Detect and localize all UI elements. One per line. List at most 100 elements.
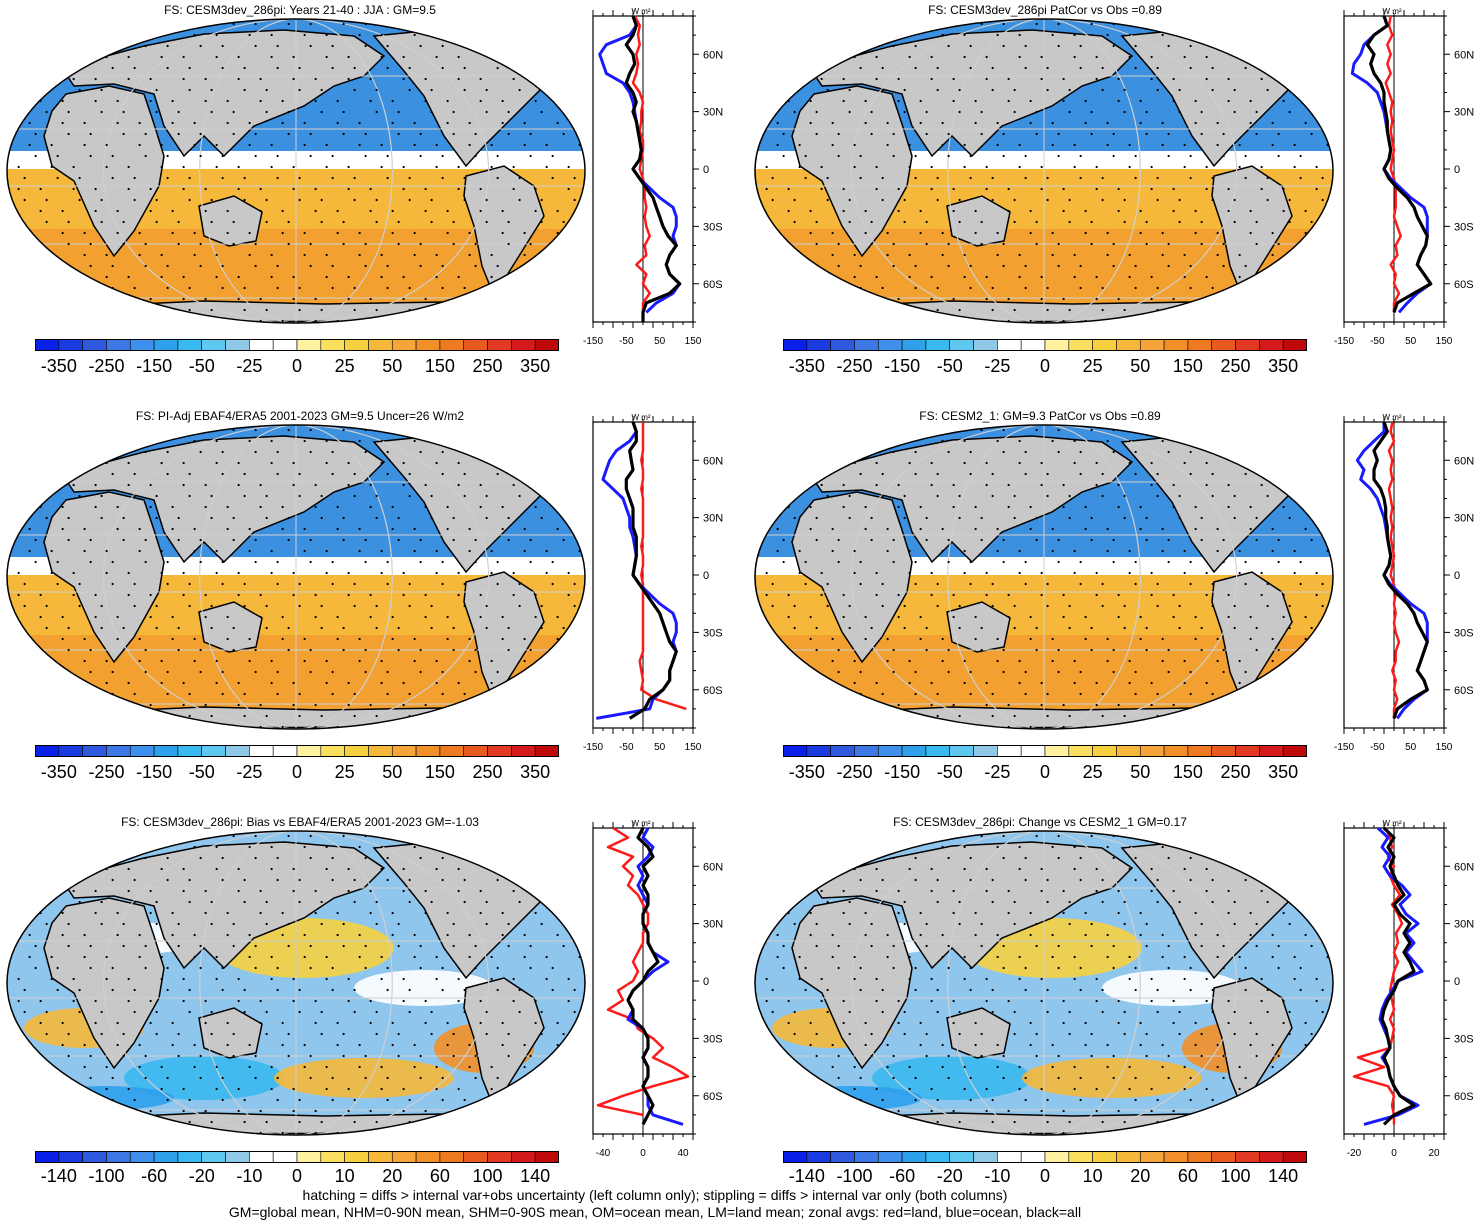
stipple-dot (204, 319, 207, 323)
stipple-dot (985, 55, 988, 59)
stipple-dot (287, 22, 290, 26)
stipple-dot (496, 472, 499, 476)
stipple-dot (1222, 428, 1225, 432)
stipple-dot (925, 428, 928, 432)
stipple-dot (226, 637, 229, 641)
stipple-dot (1035, 538, 1038, 542)
stipple-dot (28, 231, 31, 235)
stipple-dot (1024, 988, 1027, 992)
stipple-dot (309, 264, 312, 268)
x-tick-label: -20 (1347, 1148, 1362, 1159)
stipple-dot (116, 1043, 119, 1047)
colorbar-swatch (1235, 339, 1260, 351)
stipple-dot (765, 275, 768, 279)
stipple-dot (413, 143, 416, 147)
stipple-dot (936, 1120, 939, 1124)
stipple-dot (1227, 889, 1230, 893)
stipple-dot (1315, 999, 1318, 1003)
stipple-dot (281, 527, 284, 531)
stipple-dot (1299, 988, 1302, 992)
stipple-dot (127, 593, 130, 597)
stipple-dot (1046, 472, 1049, 476)
stipple-dot (1200, 516, 1203, 520)
stipple-dot (556, 527, 559, 531)
stipple-dot (45, 308, 48, 312)
stipple-dot (413, 253, 416, 257)
stipple-dot (199, 648, 202, 652)
stipple-dot (936, 900, 939, 904)
stipple-dot (529, 538, 532, 542)
stipple-dot (144, 966, 147, 970)
stipple-dot (452, 242, 455, 246)
stipple-dot (254, 944, 257, 948)
stipple-dot (369, 77, 372, 81)
colorbar-swatch (439, 339, 465, 351)
stipple-dot (1079, 66, 1082, 70)
stipple-dot (287, 1032, 290, 1036)
stipple-dot (820, 571, 823, 575)
stipple-dot (199, 834, 202, 838)
stipple-dot (276, 286, 279, 290)
stipple-dot (1299, 966, 1302, 970)
stipple-dot (424, 505, 427, 509)
colorbar-swatch (391, 745, 417, 757)
stipple-dot (1255, 538, 1258, 542)
stipple-dot (760, 516, 763, 520)
stipple-dot (386, 450, 389, 454)
stipple-dot (815, 516, 818, 520)
colorbar-tick-label: -350 (788, 356, 825, 376)
stipple-dot (1249, 319, 1252, 323)
stipple-dot (870, 22, 873, 26)
stipple-dot (1260, 571, 1263, 575)
stipple-dot (23, 472, 26, 476)
stipple-dot (380, 659, 383, 663)
stipple-dot (815, 1054, 818, 1058)
stipple-dot (573, 198, 576, 202)
stipple-dot (1277, 1076, 1280, 1080)
stipple-dot (193, 143, 196, 147)
stipple-dot (67, 1032, 70, 1036)
colorbar-swatch (153, 339, 179, 351)
stipple-dot (870, 516, 873, 520)
stipple-dot (193, 253, 196, 257)
stipple-dot (457, 77, 460, 81)
stipple-dot (952, 297, 955, 301)
stipple-dot (435, 165, 438, 169)
stipple-dot (320, 714, 323, 718)
stipple-dot (765, 593, 768, 597)
x-tick-label: 50 (654, 742, 666, 753)
colorbar-tick-label: -20 (936, 1166, 963, 1186)
stipple-dot (127, 1109, 130, 1113)
stipple-dot (782, 450, 785, 454)
stipple-dot (1084, 231, 1087, 235)
stipple-dot (1134, 988, 1137, 992)
colorbar-frame (783, 1151, 1307, 1163)
stipple-dot (1194, 319, 1197, 323)
stipple-dot (364, 264, 367, 268)
stipple-dot (969, 966, 972, 970)
stipple-dot (1134, 560, 1137, 564)
stipple-dot (958, 1120, 961, 1124)
stipple-dot (1200, 944, 1203, 948)
stipple-dot (1304, 209, 1307, 213)
stipple-dot (325, 955, 328, 959)
stipple-dot (958, 198, 961, 202)
stipple-dot (991, 66, 994, 70)
stipple-dot (424, 725, 427, 729)
stipple-dot (820, 77, 823, 81)
stipple-dot (364, 242, 367, 246)
stipple-dot (1310, 22, 1313, 26)
stipple-dot (182, 999, 185, 1003)
stipple-dot (17, 999, 20, 1003)
stipple-dot (1321, 198, 1324, 202)
stipple-dot (391, 1021, 394, 1025)
stipple-dot (793, 922, 796, 926)
stipple-dot (386, 286, 389, 290)
stipple-dot (1112, 560, 1115, 564)
stipple-dot (1117, 999, 1120, 1003)
stipple-dot (364, 154, 367, 158)
stipple-dot (155, 494, 158, 498)
stipple-dot (375, 220, 378, 224)
stipple-dot (215, 549, 218, 553)
stipple-dot (1145, 22, 1148, 26)
